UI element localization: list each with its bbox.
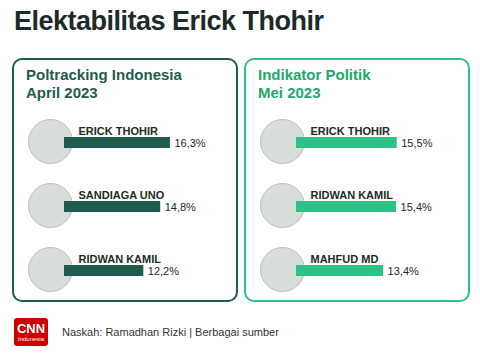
html-text:Poltracking Indonesia: Poltracking Indonesia [26, 66, 182, 83]
svg-text:12,2%: 12,2% [148, 265, 179, 277]
html-text:April 2023: April 2023 [26, 84, 98, 101]
svg-text:MAHFUD MD: MAHFUD MD [311, 253, 379, 265]
html-text:Naskah: Ramadhan Rizki | Berba: Naskah: Ramadhan Rizki | Berbagai sumber [62, 326, 279, 338]
svg-text:13,4%: 13,4% [388, 265, 419, 277]
svg-text:RIDWAN KAMIL: RIDWAN KAMIL [311, 189, 394, 201]
html-text:Indikator Politik: Indikator Politik [258, 66, 371, 83]
svg-text:15,5%: 15,5% [401, 137, 432, 149]
svg-text:ERICK THOHIR: ERICK THOHIR [311, 125, 391, 137]
html-text:Indonesia: Indonesia [18, 335, 44, 342]
html-text:CNN: CNN [16, 320, 46, 336]
svg-text:RIDWAN KAMIL: RIDWAN KAMIL [79, 253, 162, 265]
svg-text:16,3%: 16,3% [174, 137, 205, 149]
svg-text:14,8%: 14,8% [165, 201, 196, 213]
html-text:Elektabilitas Erick Thohir: Elektabilitas Erick Thohir [14, 6, 324, 36]
svg-text:SANDIAGA UNO: SANDIAGA UNO [79, 189, 165, 201]
svg-text:ERICK THOHIR: ERICK THOHIR [79, 125, 159, 137]
svg-text:15,4%: 15,4% [401, 201, 432, 213]
html-text:Mei 2023: Mei 2023 [258, 84, 321, 101]
